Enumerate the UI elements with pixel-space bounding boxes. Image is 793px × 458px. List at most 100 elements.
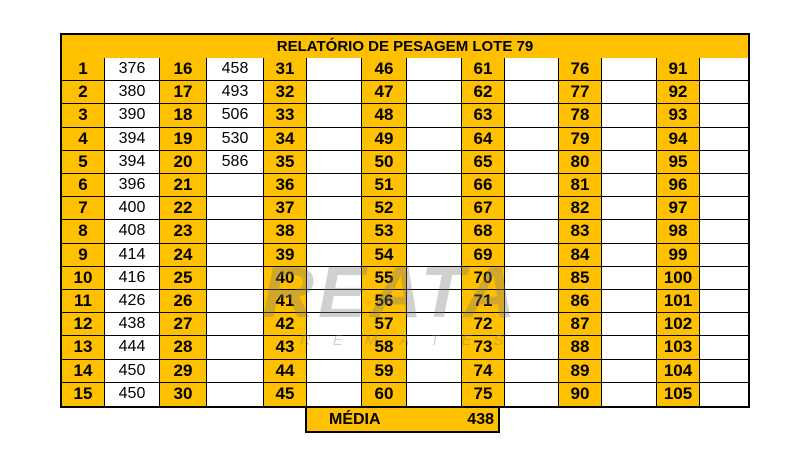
lot-number: 66: [462, 174, 505, 198]
lot-number: 27: [160, 313, 207, 337]
lot-weight: [307, 174, 362, 198]
lot-number: 88: [559, 336, 602, 360]
lot-number: 73: [462, 336, 505, 360]
lot-number: 96: [657, 174, 700, 198]
lot-weight: [700, 336, 748, 360]
lot-number: 22: [160, 197, 207, 221]
lot-weight: 394: [105, 150, 160, 174]
lot-number: 42: [264, 313, 307, 337]
lot-number: 56: [362, 290, 407, 314]
lot-weight: [700, 290, 748, 314]
lot-number: 95: [657, 150, 700, 174]
lot-weight: [505, 290, 559, 314]
lot-weight: [207, 290, 264, 314]
lot-weight: [407, 81, 462, 105]
lot-weight: [505, 243, 559, 267]
lot-number: 65: [462, 150, 505, 174]
lot-weight: [602, 336, 657, 360]
lot-number: 81: [559, 174, 602, 198]
lot-number: 62: [462, 81, 505, 105]
lot-weight: [505, 58, 559, 82]
lot-weight: 438: [105, 313, 160, 337]
lot-number: 20: [160, 150, 207, 174]
lot-weight: [307, 220, 362, 244]
lot-number: 52: [362, 197, 407, 221]
lot-weight: [407, 150, 462, 174]
lot-number: 30: [160, 382, 207, 406]
lot-weight: [505, 359, 559, 383]
average-label: MÉDIA: [329, 411, 381, 428]
lot-number: 70: [462, 266, 505, 290]
lot-weight: 506: [207, 104, 264, 128]
lot-weight: [407, 174, 462, 198]
lot-number: 1: [62, 58, 105, 82]
lot-number: 59: [362, 359, 407, 383]
lot-weight: [700, 58, 748, 82]
lot-weight: [307, 266, 362, 290]
lot-weight: [700, 197, 748, 221]
lot-weight: [407, 290, 462, 314]
lot-number: 58: [362, 336, 407, 360]
lot-number: 102: [657, 313, 700, 337]
lot-weight: [307, 81, 362, 105]
lot-weight: [700, 266, 748, 290]
lot-weight: [407, 382, 462, 406]
lot-number: 47: [362, 81, 407, 105]
lot-weight: [407, 127, 462, 151]
lot-weight: [407, 104, 462, 128]
lot-number: 71: [462, 290, 505, 314]
lot-weight: [602, 197, 657, 221]
lot-weight: [307, 359, 362, 383]
lot-number: 83: [559, 220, 602, 244]
lot-number: 16: [160, 58, 207, 82]
lot-number: 84: [559, 243, 602, 267]
lot-number: 45: [264, 382, 307, 406]
lot-number: 2: [62, 81, 105, 105]
lot-number: 48: [362, 104, 407, 128]
lot-number: 101: [657, 290, 700, 314]
lot-weight: 400: [105, 197, 160, 221]
weighing-report-table: RELATÓRIO DE PESAGEM LOTE 79 1 376 2 380 3 39…: [60, 33, 750, 408]
lot-weight: 450: [105, 359, 160, 383]
lot-number: 7: [62, 197, 105, 221]
lot-number: 33: [264, 104, 307, 128]
lot-weight: [307, 382, 362, 406]
lot-weight: [700, 104, 748, 128]
lot-weight: [505, 197, 559, 221]
lot-weight: [505, 150, 559, 174]
lot-number: 69: [462, 243, 505, 267]
lot-number: 39: [264, 243, 307, 267]
lot-weight: [602, 382, 657, 406]
lot-weight: 450: [105, 382, 160, 406]
lot-number: 46: [362, 58, 407, 82]
lot-number: 15: [62, 382, 105, 406]
lot-weight: [407, 336, 462, 360]
lot-weight: 396: [105, 174, 160, 198]
lot-weight: [505, 313, 559, 337]
lot-number: 76: [559, 58, 602, 82]
lot-number: 57: [362, 313, 407, 337]
lot-weight: 586: [207, 150, 264, 174]
lot-number: 98: [657, 220, 700, 244]
lot-weight: [700, 359, 748, 383]
lot-weight: [602, 243, 657, 267]
lot-weight: [700, 313, 748, 337]
lot-weight: [505, 382, 559, 406]
lot-number: 75: [462, 382, 505, 406]
lot-weight: [602, 104, 657, 128]
lot-number: 89: [559, 359, 602, 383]
lot-number: 50: [362, 150, 407, 174]
lot-number: 5: [62, 150, 105, 174]
lot-number: 77: [559, 81, 602, 105]
lot-number: 99: [657, 243, 700, 267]
lot-weight: [700, 127, 748, 151]
lot-number: 29: [160, 359, 207, 383]
lot-number: 72: [462, 313, 505, 337]
lot-weight: [602, 359, 657, 383]
lot-weight: [207, 336, 264, 360]
lot-weight: [407, 243, 462, 267]
lot-number: 12: [62, 313, 105, 337]
lot-weight: [602, 174, 657, 198]
lot-number: 23: [160, 220, 207, 244]
lot-number: 13: [62, 336, 105, 360]
